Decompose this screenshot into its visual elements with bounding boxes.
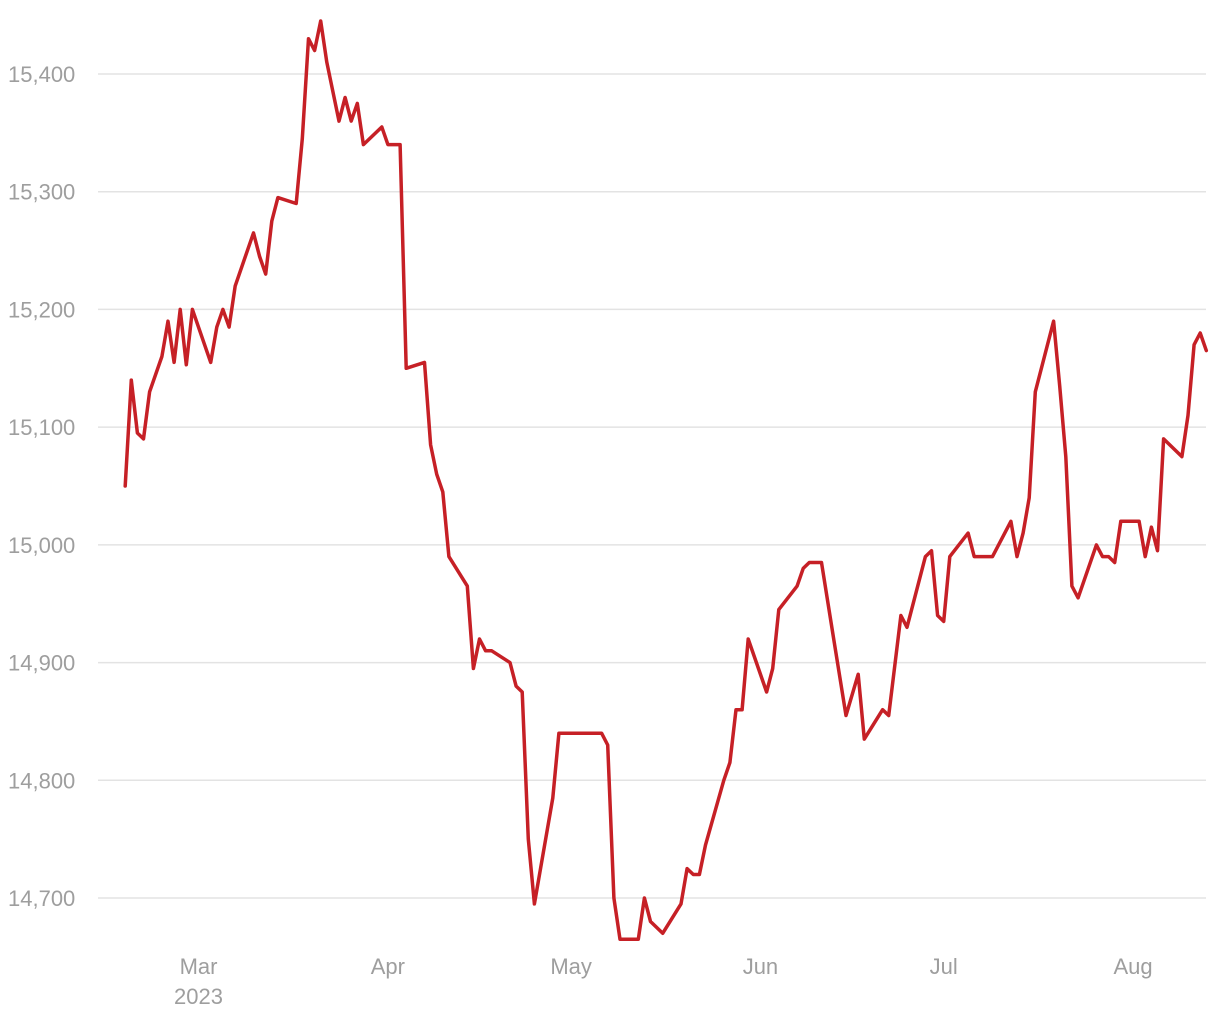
- grid-lines: [98, 73, 1206, 899]
- x-tick-label: Mar: [180, 954, 218, 979]
- series-layer: [123, 19, 1209, 941]
- x-tick-label: May: [550, 954, 592, 979]
- x-tick-label: Aug: [1113, 954, 1152, 979]
- y-tick-label: 14,700: [8, 886, 75, 911]
- x-axis-tick-labels: Mar 2023 Apr May Jun Jul Aug: [174, 954, 1153, 1009]
- y-tick-label: 15,300: [8, 180, 75, 205]
- x-tick-sublabel: 2023: [174, 984, 223, 1009]
- x-tick-label: Apr: [371, 954, 405, 979]
- y-tick-label: 15,000: [8, 533, 75, 558]
- y-tick-label: 15,200: [8, 297, 75, 322]
- x-tick-label: Jun: [743, 954, 778, 979]
- y-tick-label: 15,400: [8, 62, 75, 87]
- x-tick-label: Jul: [930, 954, 958, 979]
- y-tick-label: 14,900: [8, 651, 75, 676]
- series-line-0: [123, 19, 1209, 941]
- y-axis-tick-labels: 14,700 14,800 14,900 15,000 15,100 15,200 15,3…: [8, 62, 75, 911]
- y-tick-label: 14,800: [8, 768, 75, 793]
- y-tick-label: 15,100: [8, 415, 75, 440]
